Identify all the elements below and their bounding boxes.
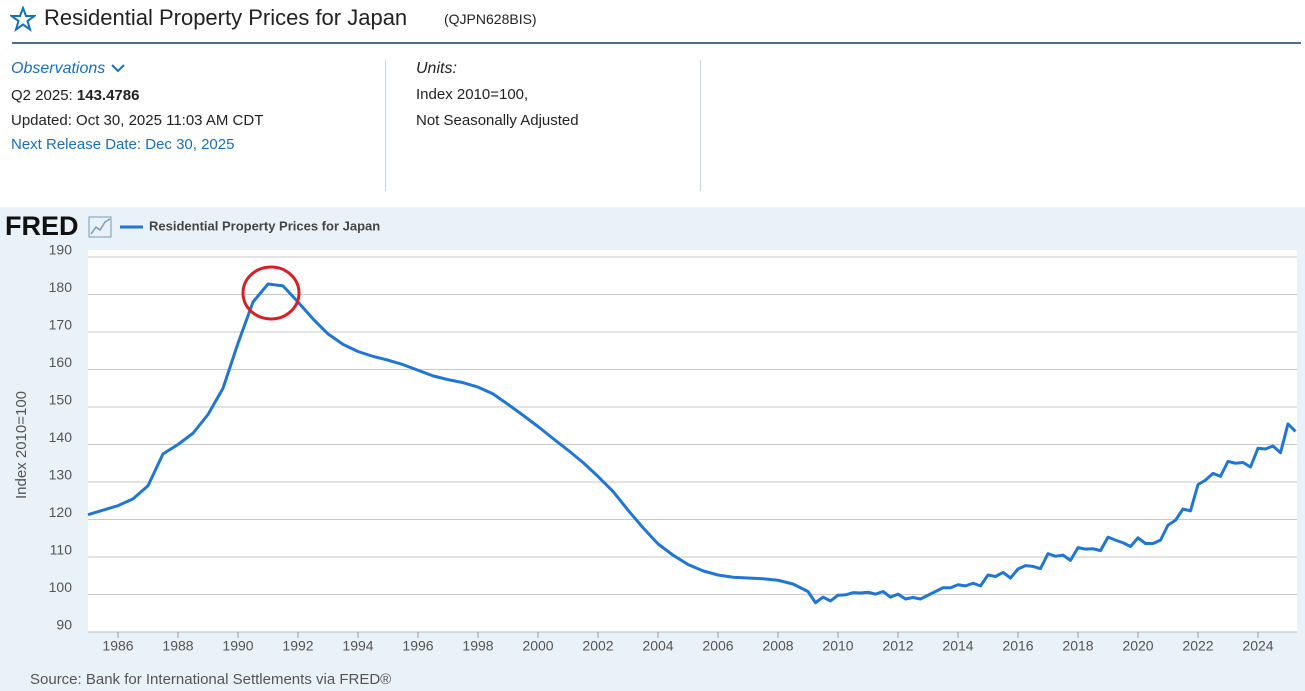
x-tick-label: 2000 bbox=[522, 638, 553, 654]
y-tick-label: 100 bbox=[49, 579, 73, 595]
x-tick-label: 1990 bbox=[222, 638, 253, 654]
y-tick-label: 180 bbox=[49, 279, 73, 295]
y-axis-label: Index 2010=100 bbox=[13, 391, 30, 499]
x-tick-label: 2002 bbox=[582, 638, 613, 654]
x-tick-label: 1998 bbox=[462, 638, 493, 654]
x-tick-label: 1988 bbox=[162, 638, 193, 654]
updated: Updated: Oct 30, 2025 11:03 AM CDT bbox=[11, 112, 264, 129]
chart-icon bbox=[88, 216, 112, 238]
chevron bbox=[111, 64, 125, 73]
x-tick-label: 2024 bbox=[1242, 638, 1273, 654]
source: Source: Bank for International Settlemen… bbox=[30, 671, 391, 688]
series-line bbox=[87, 282, 1297, 605]
y-tick-label: 90 bbox=[56, 617, 72, 633]
x-tick-label: 1986 bbox=[102, 638, 133, 654]
y-tick-label: 130 bbox=[49, 467, 73, 483]
x-tick-label: 2018 bbox=[1062, 638, 1093, 654]
header-rule bbox=[12, 42, 1301, 44]
observations-toggle[interactable]: Observations bbox=[11, 60, 126, 78]
x-tick-label: 2008 bbox=[762, 638, 793, 654]
x-tick-label: 2012 bbox=[882, 638, 913, 654]
divider bbox=[385, 60, 386, 191]
x-tick-label: 1992 bbox=[282, 638, 313, 654]
y-tick-label: 190 bbox=[49, 242, 73, 258]
period: Q2 2025: bbox=[11, 87, 73, 104]
y-tick-label: 120 bbox=[49, 504, 73, 520]
series-id: (QJPN628BIS) bbox=[444, 11, 537, 27]
logo: FRED bbox=[5, 211, 79, 241]
y-tick-label: 170 bbox=[49, 317, 73, 333]
y-tick-label: 150 bbox=[49, 392, 73, 408]
x-tick-label: 2010 bbox=[822, 638, 853, 654]
highlight-circle bbox=[241, 265, 301, 321]
y-tick-label: 110 bbox=[50, 542, 73, 558]
x-tick-label: 1994 bbox=[342, 638, 373, 654]
x-tick-label: 2016 bbox=[1002, 638, 1033, 654]
x-tick-label: 2020 bbox=[1122, 638, 1153, 654]
divider bbox=[700, 60, 701, 191]
units-line: Index 2010=100, bbox=[416, 86, 529, 103]
next-release[interactable]: Next Release Date: Dec 30, 2025 bbox=[11, 136, 235, 153]
x-tick-label: 2022 bbox=[1182, 638, 1213, 654]
latest-observation: Q2 2025: 143.4786 bbox=[11, 87, 139, 104]
title: Residential Property Prices for Japan bbox=[44, 5, 408, 30]
x-tick-label: 2014 bbox=[942, 638, 973, 654]
x-tick-label: 2006 bbox=[702, 638, 733, 654]
x-tick-label: 1996 bbox=[402, 638, 433, 654]
observations-label: Observations bbox=[11, 60, 106, 77]
chart: FRED Index 2010=100 Source: Bank for Int… bbox=[0, 207, 1305, 691]
y-tick-label: 140 bbox=[49, 429, 73, 445]
y-tick-label: 160 bbox=[49, 354, 73, 370]
plot-area bbox=[88, 250, 1297, 632]
favorite-star[interactable] bbox=[10, 6, 36, 32]
value: 143.4786 bbox=[76, 87, 140, 104]
x-tick-label: 2004 bbox=[642, 638, 673, 654]
legend-label: Residential Property Prices for Japan bbox=[149, 218, 380, 233]
units-label: Units: bbox=[416, 60, 457, 77]
units-line: Not Seasonally Adjusted bbox=[416, 112, 579, 129]
